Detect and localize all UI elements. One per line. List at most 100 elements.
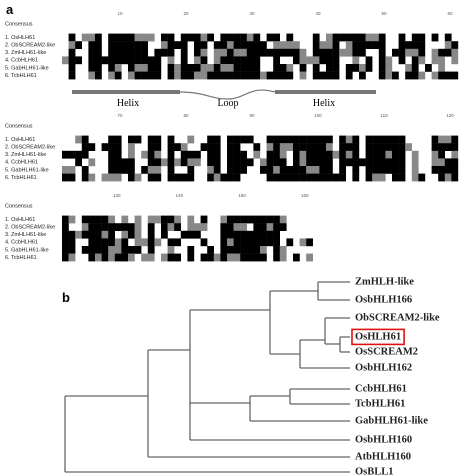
residue-cell [108,143,115,151]
residue-cell [161,158,168,167]
residue-cell [279,150,287,159]
residue-cell [444,143,452,151]
residue-cell [220,253,228,262]
residue-cell [266,238,274,247]
residue-cell [312,166,320,174]
residue-cell [246,56,254,65]
residue-cell [101,230,109,239]
residue-cell [141,71,148,80]
residue-cell [378,150,386,159]
residue-cell [332,64,340,72]
residue-cell [293,56,300,65]
residue-cell [174,71,181,80]
residue-cell [200,223,208,231]
residue-cell [451,41,459,49]
residue-cell [187,215,195,224]
residue-cell [273,33,280,42]
residue-cell [273,253,280,262]
residue-cell [299,150,307,159]
residue-cell [174,253,181,262]
residue-cell [134,56,142,65]
sequence-name: 6. TcbHLH61 [5,255,37,261]
residue-cell [141,253,148,262]
residue-cell [411,64,419,72]
residue-cell [253,253,261,262]
residue-cell [147,143,155,151]
residue-cell [121,246,129,254]
residue-cell [306,158,313,167]
residue-cell [134,246,142,254]
residue-cell [213,64,221,72]
residue-cell [312,64,320,72]
residue-cell [220,230,228,239]
residue-cell [286,135,294,144]
residue-cell [240,215,247,224]
residue-cell [260,166,267,174]
residue-cell [266,48,274,57]
residue-cell [279,246,287,254]
phylogenetic-tree [64,281,350,473]
leaf-label: AtbHLH160 [355,451,411,462]
residue-cell [75,41,82,49]
residue-cell [385,150,393,159]
residue-cell [240,64,247,72]
residue-cell [154,215,162,224]
residue-cell [438,48,445,57]
residue-cell [167,215,175,224]
residue-cell [121,56,129,65]
residue-cell [128,150,135,159]
residue-cell [306,143,313,151]
residue-cell [88,71,96,80]
residue-cell [121,215,129,224]
residue-cell [121,230,129,239]
residue-cell [352,56,360,65]
residue-cell [95,33,102,42]
residue-cell [398,166,406,174]
residue-cell [101,223,109,231]
residue-cell [444,135,452,144]
residue-cell [121,41,129,49]
residue-cell [319,48,327,57]
residue-cell [213,71,221,80]
sequence-name: 3. ZmHLH61-like [5,50,46,56]
residue-cell [200,215,208,224]
residue-cell [431,150,439,159]
residue-cell [312,173,320,182]
residue-cell [339,33,346,42]
residue-cell [114,48,122,57]
residue-cell [279,71,287,80]
residue-cell [411,173,419,182]
residue-cell [273,41,280,49]
residue-cell [306,56,313,65]
residue-cell [68,215,76,224]
residue-cell [161,223,168,231]
residue-cell [213,173,221,182]
residue-cell [273,64,280,72]
residue-cell [154,158,162,167]
residue-cell [200,64,208,72]
residue-cell [359,33,366,42]
residue-cell [62,223,69,231]
residue-cell [187,166,195,174]
residue-cell [260,41,267,49]
residue-cell [233,215,241,224]
residue-cell [273,246,280,254]
residue-cell [194,230,201,239]
leaf-label: GabHLH61-like [355,415,428,426]
leaf-label: OsSCREAM2 [355,346,418,357]
residue-cell [345,158,353,167]
residue-cell [81,173,89,182]
residue-cell [411,48,419,57]
residue-cell [174,215,181,224]
residue-cell [326,33,333,42]
residue-cell [398,158,406,167]
residue-cell [180,150,188,159]
residue-cell [154,173,162,182]
residue-cell [108,41,115,49]
residue-cell [128,143,135,151]
residue-cell [339,166,346,174]
residue-cell [167,150,175,159]
residue-cell [233,158,241,167]
residue-cell [405,71,412,80]
residue-cell [378,33,386,42]
